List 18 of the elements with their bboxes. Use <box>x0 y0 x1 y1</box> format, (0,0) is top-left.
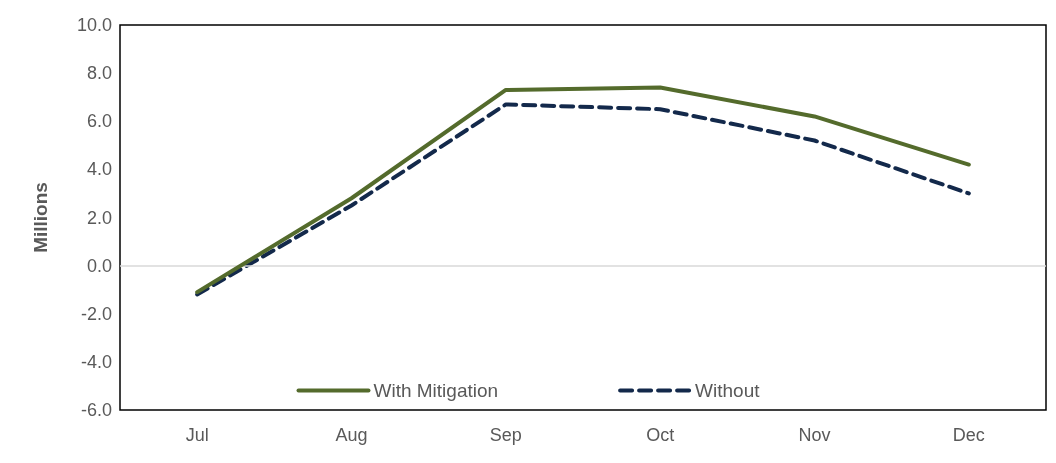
legend-label: Without <box>695 380 761 401</box>
y-tick-label: -2.0 <box>80 303 112 324</box>
x-tick-label: Oct <box>646 425 675 445</box>
y-tick-label: -4.0 <box>80 351 112 372</box>
y-tick-label: 8.0 <box>86 63 112 84</box>
x-tick-label: Sep <box>489 425 522 445</box>
x-tick-label: Nov <box>798 425 831 445</box>
y-tick-label: 6.0 <box>86 111 112 132</box>
y-tick-label: 10.0 <box>76 15 112 35</box>
y-tick-label: 4.0 <box>86 159 112 180</box>
y-tick-label: 0.0 <box>86 255 112 276</box>
legend-label: With Mitigation <box>373 380 499 401</box>
x-tick-label: Jul <box>185 425 209 445</box>
y-axis-title: Millions <box>30 182 51 253</box>
y-tick-label: 2.0 <box>86 207 112 228</box>
y-tick-label: -6.0 <box>80 400 112 420</box>
x-tick-label: Dec <box>952 425 985 445</box>
x-tick-label: Aug <box>335 425 368 445</box>
